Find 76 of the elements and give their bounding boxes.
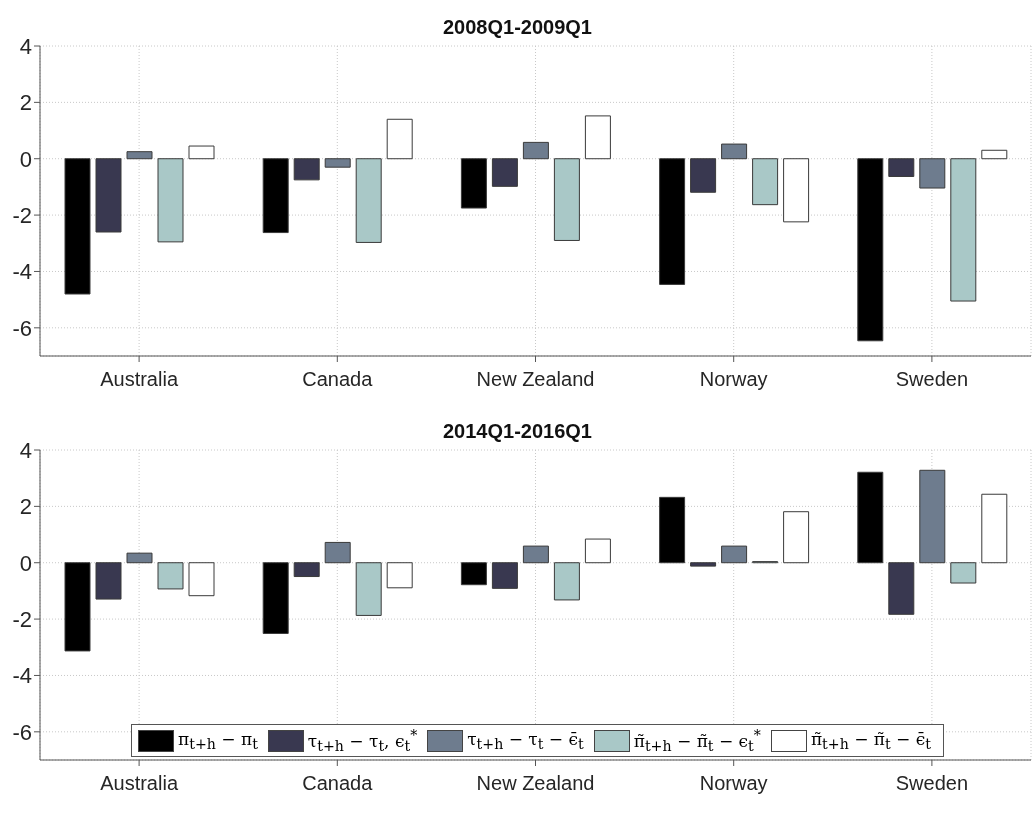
bar bbox=[386, 118, 413, 160]
y-tick-label: -6 bbox=[12, 315, 32, 341]
legend-label: π$_{t+h}$ − π$_{t}$ bbox=[178, 728, 258, 753]
y-tick-label: 2 bbox=[19, 90, 32, 116]
x-tick-label: New Zealand bbox=[476, 368, 595, 391]
bar bbox=[491, 158, 518, 187]
chart-title: 2014Q1-2016Q1 bbox=[442, 420, 592, 442]
y-tick-label: 2 bbox=[19, 494, 32, 520]
bar bbox=[188, 145, 215, 160]
y-tick-label: 0 bbox=[19, 146, 32, 172]
bar bbox=[522, 545, 549, 564]
chart-title: 2008Q1-2009Q1 bbox=[442, 16, 592, 38]
bar bbox=[981, 149, 1008, 160]
y-tick-label: -4 bbox=[12, 663, 32, 689]
x-tick-label: Canada bbox=[302, 368, 374, 391]
bar bbox=[188, 562, 215, 597]
bar bbox=[752, 158, 779, 206]
bar bbox=[262, 158, 289, 234]
bar bbox=[950, 562, 977, 584]
bar bbox=[950, 158, 977, 302]
bar bbox=[857, 158, 884, 342]
bar bbox=[783, 511, 810, 564]
x-tick-label: Norway bbox=[699, 368, 768, 391]
bar bbox=[293, 562, 320, 578]
bar bbox=[888, 562, 915, 615]
bar bbox=[919, 158, 946, 189]
bar bbox=[324, 158, 351, 168]
bar bbox=[659, 158, 686, 285]
bar bbox=[491, 562, 518, 589]
legend-label: τ$_{t+h}$ − τ$_{t}$ − ϵ̄$_{t}$ bbox=[467, 728, 584, 753]
bar bbox=[386, 562, 413, 589]
bar bbox=[324, 541, 351, 564]
y-tick-label: -2 bbox=[12, 202, 32, 228]
bar bbox=[584, 115, 611, 160]
x-tick-label: New Zealand bbox=[476, 772, 595, 795]
bar bbox=[460, 562, 487, 586]
legend-label: π̃$_{t+h}$ − π̃$_{t}$ − ϵ̄$_{t}$ bbox=[810, 728, 931, 753]
x-tick-label: Sweden bbox=[895, 368, 969, 391]
bar bbox=[857, 471, 884, 564]
bar bbox=[355, 158, 382, 243]
bar bbox=[721, 545, 748, 564]
bar bbox=[690, 562, 717, 567]
bar bbox=[355, 562, 382, 616]
bar bbox=[64, 562, 91, 652]
bar bbox=[262, 562, 289, 634]
bar bbox=[553, 158, 580, 241]
bar bbox=[584, 538, 611, 564]
x-tick-label: Canada bbox=[302, 772, 374, 795]
bar bbox=[293, 158, 320, 181]
bar bbox=[981, 493, 1008, 564]
x-tick-label: Australia bbox=[100, 368, 179, 391]
y-tick-label: -2 bbox=[12, 606, 32, 632]
bar bbox=[64, 158, 91, 295]
x-tick-label: Norway bbox=[699, 772, 768, 795]
y-tick-label: 4 bbox=[19, 437, 32, 463]
bar bbox=[95, 562, 122, 600]
x-tick-label: Sweden bbox=[895, 772, 969, 795]
bar bbox=[919, 469, 946, 564]
bar bbox=[888, 158, 915, 177]
bar bbox=[522, 141, 549, 160]
y-tick-label: 4 bbox=[19, 33, 32, 59]
bar bbox=[460, 158, 487, 209]
bar bbox=[126, 552, 153, 564]
y-tick-label: -6 bbox=[12, 719, 32, 745]
y-tick-label: 0 bbox=[19, 550, 32, 576]
bar bbox=[95, 158, 122, 233]
bar bbox=[157, 158, 184, 243]
bar bbox=[783, 158, 810, 223]
bar bbox=[157, 562, 184, 590]
x-tick-label: Australia bbox=[100, 772, 179, 795]
bar bbox=[659, 496, 686, 564]
y-tick-label: -4 bbox=[12, 259, 32, 285]
bar bbox=[553, 562, 580, 601]
bar bbox=[126, 151, 153, 160]
bar bbox=[690, 158, 717, 193]
bar bbox=[721, 143, 748, 160]
